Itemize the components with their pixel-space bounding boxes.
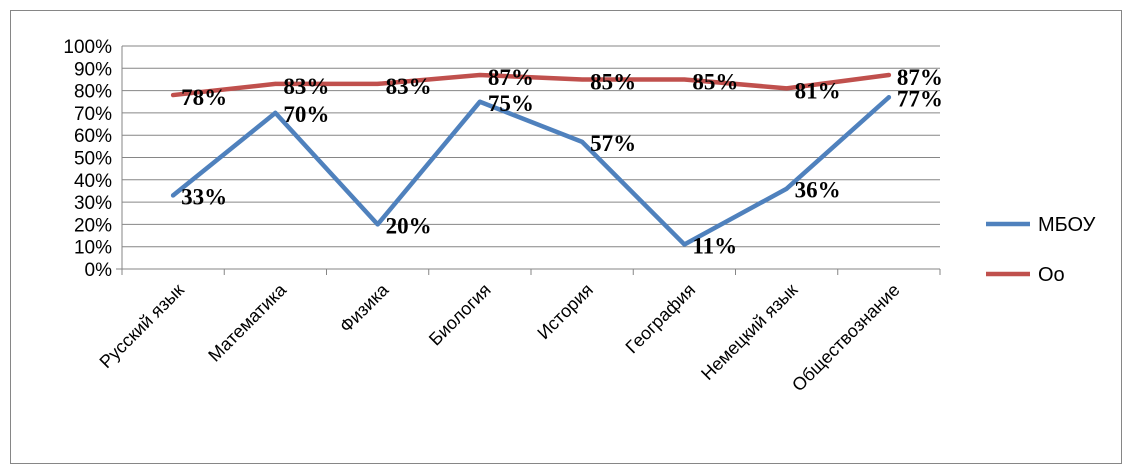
y-tick-label: 10%	[74, 238, 112, 259]
data-point	[682, 77, 687, 82]
data-label: 70%	[283, 102, 329, 127]
data-label: 77%	[897, 86, 943, 111]
y-tick-label: 100%	[63, 37, 112, 58]
axes	[116, 46, 941, 275]
data-label: 33%	[181, 184, 227, 209]
y-tick-label: 80%	[74, 82, 112, 103]
chart-container: 0% 10% 20% 30% 40% 50% 60% 70% 80% 90% 100% Русски…	[10, 10, 1122, 464]
series-line-1	[170, 95, 892, 247]
data-point	[886, 95, 891, 100]
data-label: 78%	[181, 85, 227, 110]
data-point	[273, 110, 278, 115]
data-label: 81%	[795, 78, 841, 103]
y-tick-label: 60%	[74, 126, 112, 147]
series-lines	[170, 72, 892, 247]
data-point	[886, 72, 891, 77]
data-point	[477, 99, 482, 104]
x-tick-label: География	[622, 280, 700, 358]
data-point	[682, 242, 687, 247]
data-label: 87%	[897, 65, 943, 90]
data-point	[784, 86, 789, 91]
data-label: 83%	[283, 74, 329, 99]
data-label: 75%	[488, 91, 534, 116]
y-tick-label: 50%	[74, 149, 112, 170]
y-tick-label: 90%	[74, 59, 112, 80]
line-chart: 0%10%20%30%40%50%60%70%80%90%100% Русски…	[63, 37, 1096, 395]
y-tick-label: 30%	[74, 193, 112, 214]
data-label: 87%	[488, 65, 534, 90]
data-point	[171, 93, 176, 98]
x-tick-label: Физика	[336, 279, 394, 337]
data-label: 11%	[692, 233, 737, 258]
data-point	[375, 81, 380, 86]
gridlines	[122, 45, 940, 248]
data-label: 57%	[590, 131, 636, 156]
x-tick-label: Немецкий язык	[697, 280, 801, 384]
y-tick-label: 40%	[74, 171, 112, 192]
y-tick-label: 70%	[74, 104, 112, 125]
data-label: 20%	[386, 213, 432, 238]
x-tick-label: Русский язык	[96, 280, 188, 372]
data-point	[477, 72, 482, 77]
x-tick-labels: Русский язык Математика Физика Биология Исто…	[96, 279, 904, 395]
data-labels: 33% 70% 20% 75% 57% 11% 36% 77% 78% 83% 83% 87% 85% 8…	[181, 65, 943, 258]
data-point	[784, 186, 789, 191]
data-label: 85%	[590, 69, 636, 94]
x-tick-label: Обществознание	[788, 280, 904, 396]
legend-label: МБОУ	[1038, 214, 1096, 236]
data-label: 85%	[692, 69, 738, 94]
data-label: 83%	[386, 74, 432, 99]
y-tick-label: 20%	[74, 215, 112, 236]
data-label: 36%	[795, 178, 841, 203]
data-point	[580, 139, 585, 144]
data-point	[171, 193, 176, 198]
legend-label: Оо	[1038, 264, 1065, 286]
data-point	[580, 77, 585, 82]
y-tick-label: 0%	[85, 260, 113, 281]
x-tick-label: Биология	[425, 280, 495, 350]
series-line-2	[170, 72, 892, 98]
data-point	[375, 222, 380, 227]
data-point	[273, 81, 278, 86]
x-tick-label: История	[533, 280, 597, 344]
x-tick-label: Математика	[204, 279, 291, 366]
legend: МБОУ Оо	[986, 214, 1096, 286]
y-tick-labels: 0%10%20%30%40%50%60%70%80%90%100%	[63, 37, 112, 281]
